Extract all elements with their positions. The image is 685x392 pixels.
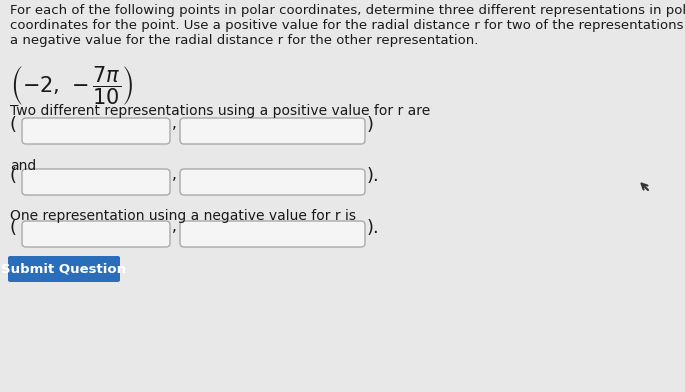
FancyBboxPatch shape	[22, 169, 170, 195]
Text: (: (	[10, 167, 17, 185]
Text: One representation using a negative value for r is: One representation using a negative valu…	[10, 209, 356, 223]
Text: Two different representations using a positive value for r are: Two different representations using a po…	[10, 104, 430, 118]
FancyBboxPatch shape	[180, 169, 365, 195]
Text: (: (	[10, 116, 17, 134]
Text: $\left(-2,\,-\dfrac{7\pi}{10}\right)$: $\left(-2,\,-\dfrac{7\pi}{10}\right)$	[10, 64, 134, 107]
Text: Submit Question: Submit Question	[1, 263, 127, 276]
Text: ,: ,	[172, 167, 177, 182]
Text: (: (	[10, 219, 17, 237]
Text: ).: ).	[367, 219, 379, 237]
Text: For each of the following points in polar coordinates, determine three different: For each of the following points in pola…	[10, 4, 685, 17]
FancyBboxPatch shape	[8, 256, 120, 282]
Text: ,: ,	[172, 219, 177, 234]
FancyBboxPatch shape	[22, 118, 170, 144]
FancyBboxPatch shape	[180, 118, 365, 144]
Text: a negative value for the radial distance r for the other representation.: a negative value for the radial distance…	[10, 34, 478, 47]
Text: ).: ).	[367, 167, 379, 185]
Text: coordinates for the point. Use a positive value for the radial distance r for tw: coordinates for the point. Use a positiv…	[10, 19, 685, 32]
Text: ): )	[367, 116, 374, 134]
FancyBboxPatch shape	[22, 221, 170, 247]
Text: and: and	[10, 159, 36, 173]
Text: ,: ,	[172, 116, 177, 131]
FancyBboxPatch shape	[180, 221, 365, 247]
